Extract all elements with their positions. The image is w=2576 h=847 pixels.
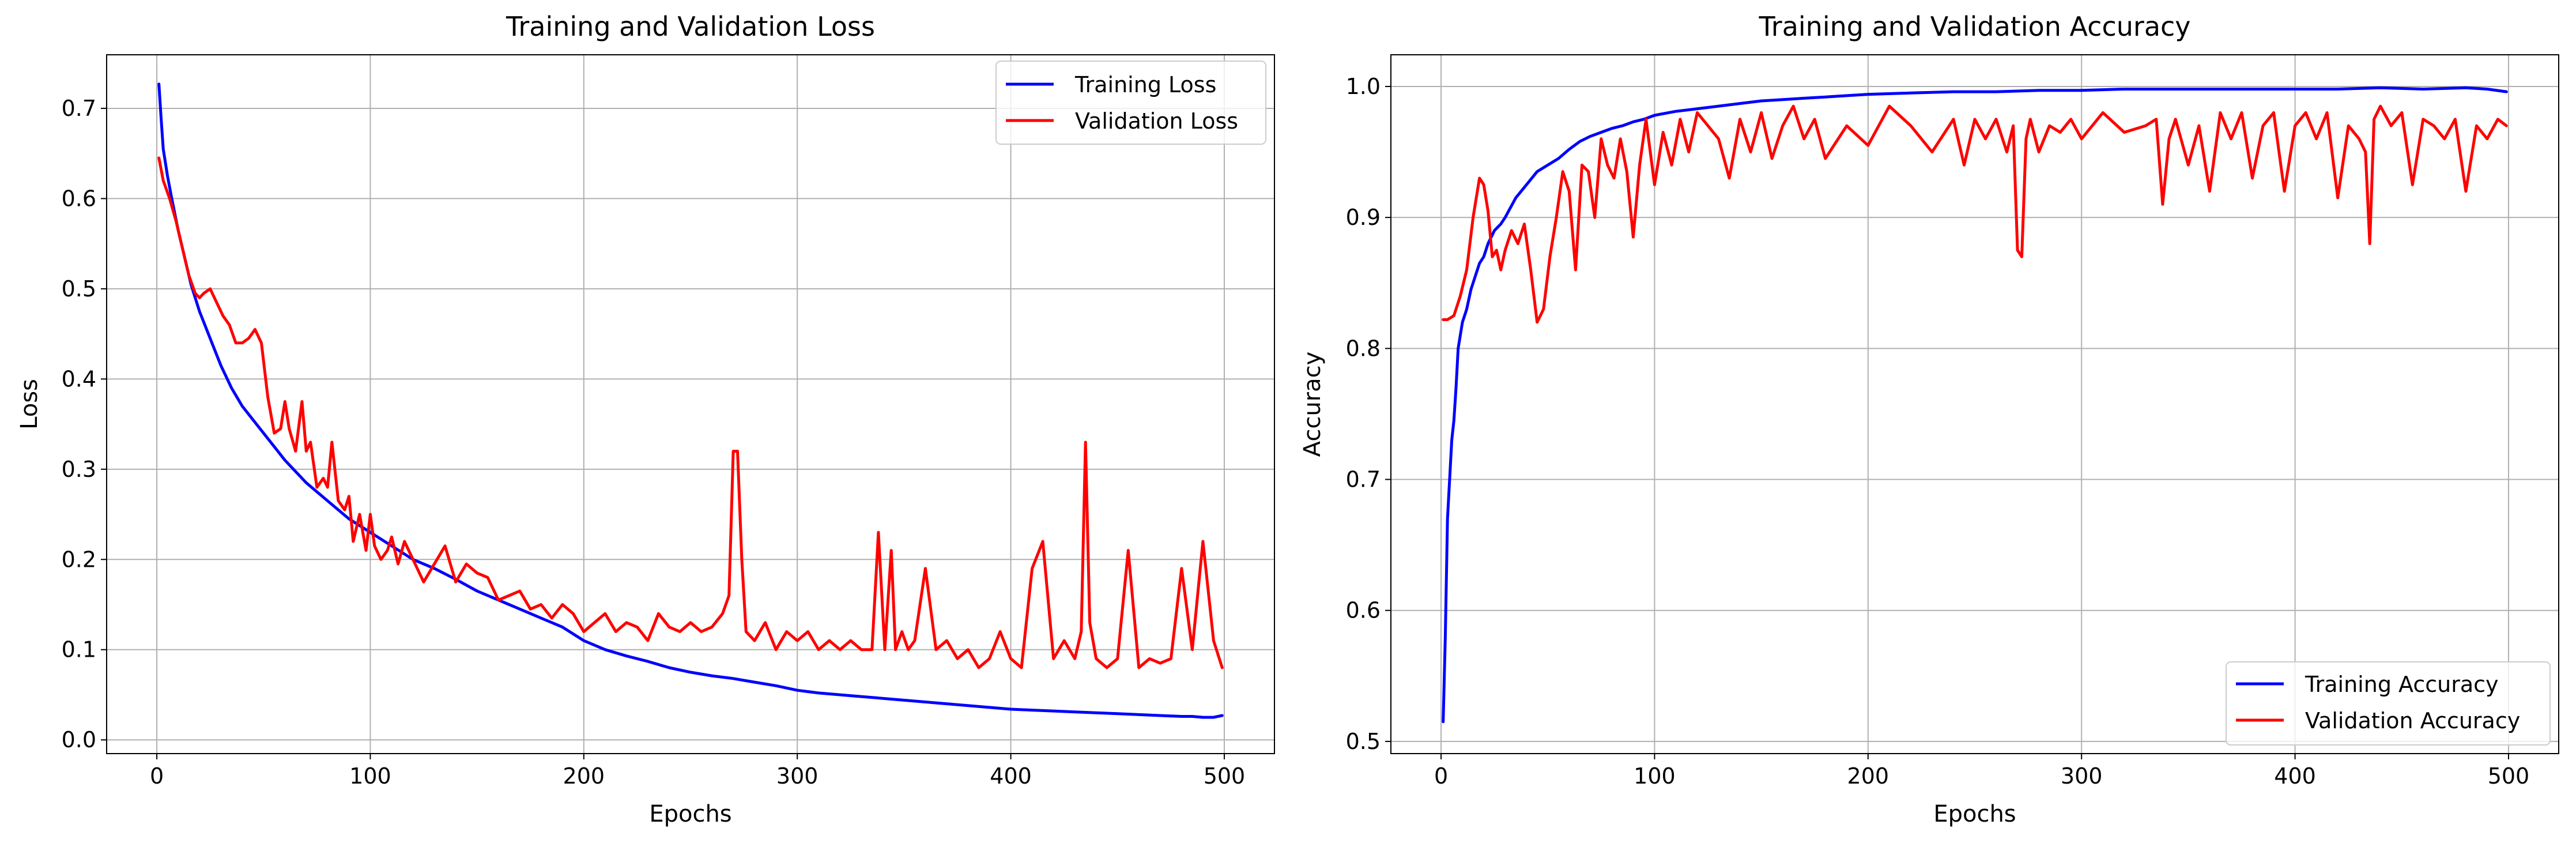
accuracy-x-axis-label: Epochs (1933, 801, 2016, 827)
loss-y-tick-label: 0.3 (62, 457, 96, 482)
accuracy-series (1442, 86, 2508, 724)
accuracy-plot-frame (1390, 54, 2559, 754)
accuracy-legend: Training Accuracy Validation Accuracy (2226, 661, 2551, 746)
loss-y-tick-label: 0.4 (62, 366, 96, 391)
loss-ticks: 0 100 200 300 400 500 0.0 0.1 0.2 0.3 0.4 0.5 0.6 0.7 (62, 96, 1246, 789)
accuracy-validation-line (1442, 104, 2508, 324)
loss-legend-training-label: Training Loss (1074, 72, 1216, 97)
loss-chart-title: Training and Validation Loss (506, 11, 875, 42)
accuracy-chart-panel: Training and Validation Accuracy 0 100 200… (1299, 11, 2559, 827)
loss-legend-validation-label: Validation Loss (1075, 108, 1238, 134)
accuracy-ticks: 0 100 200 300 400 500 0.5 0.6 0.7 0.8 0.9 1.0 (1346, 74, 2530, 789)
loss-x-tick-label: 200 (563, 763, 605, 789)
accuracy-x-tick-label: 200 (1847, 763, 1889, 789)
loss-legend-box (995, 61, 1266, 145)
loss-y-axis-label: Loss (16, 379, 43, 430)
loss-legend: Training Loss Validation Loss (995, 61, 1266, 145)
loss-validation-line (157, 156, 1224, 669)
loss-plot-frame (106, 54, 1275, 754)
loss-x-tick-label: 300 (776, 763, 819, 789)
accuracy-y-tick-label: 0.5 (1346, 729, 1381, 754)
accuracy-x-tick-label: 500 (2488, 763, 2530, 789)
loss-training-line (157, 82, 1224, 719)
accuracy-legend-validation-label: Validation Accuracy (2305, 708, 2520, 733)
loss-y-tick-label: 0.7 (62, 96, 96, 121)
loss-y-tick-label: 0.0 (62, 727, 96, 752)
loss-chart-panel: Training and Validation Loss 0 100 200 300 4… (16, 11, 1275, 827)
accuracy-x-tick-label: 300 (2061, 763, 2103, 789)
loss-y-tick-label: 0.5 (62, 276, 96, 302)
loss-y-tick-label: 0.6 (62, 186, 96, 211)
loss-x-axis-label: Epochs (649, 801, 731, 827)
accuracy-legend-training-label: Training Accuracy (2305, 672, 2499, 697)
loss-y-tick-label: 0.1 (62, 637, 96, 662)
accuracy-legend-box (2226, 661, 2551, 746)
accuracy-y-axis-label: Accuracy (1299, 352, 1326, 457)
accuracy-y-tick-label: 1.0 (1346, 74, 1381, 99)
accuracy-y-tick-label: 0.9 (1346, 205, 1381, 230)
loss-series (157, 82, 1224, 719)
loss-x-tick-label: 100 (349, 763, 391, 789)
loss-gridlines (107, 55, 1274, 754)
accuracy-x-tick-label: 400 (2274, 763, 2316, 789)
accuracy-x-tick-label: 100 (1634, 763, 1676, 789)
accuracy-training-line (1442, 86, 2508, 724)
accuracy-chart-title: Training and Validation Accuracy (1758, 11, 2190, 42)
accuracy-y-tick-label: 0.7 (1346, 467, 1381, 492)
loss-x-tick-label: 500 (1204, 763, 1246, 789)
loss-x-tick-label: 0 (150, 763, 164, 789)
loss-y-tick-label: 0.2 (62, 547, 96, 572)
accuracy-y-tick-label: 0.8 (1346, 336, 1381, 361)
accuracy-x-tick-label: 0 (1434, 763, 1448, 789)
loss-x-tick-label: 400 (990, 763, 1032, 789)
accuracy-y-tick-label: 0.6 (1346, 598, 1381, 623)
